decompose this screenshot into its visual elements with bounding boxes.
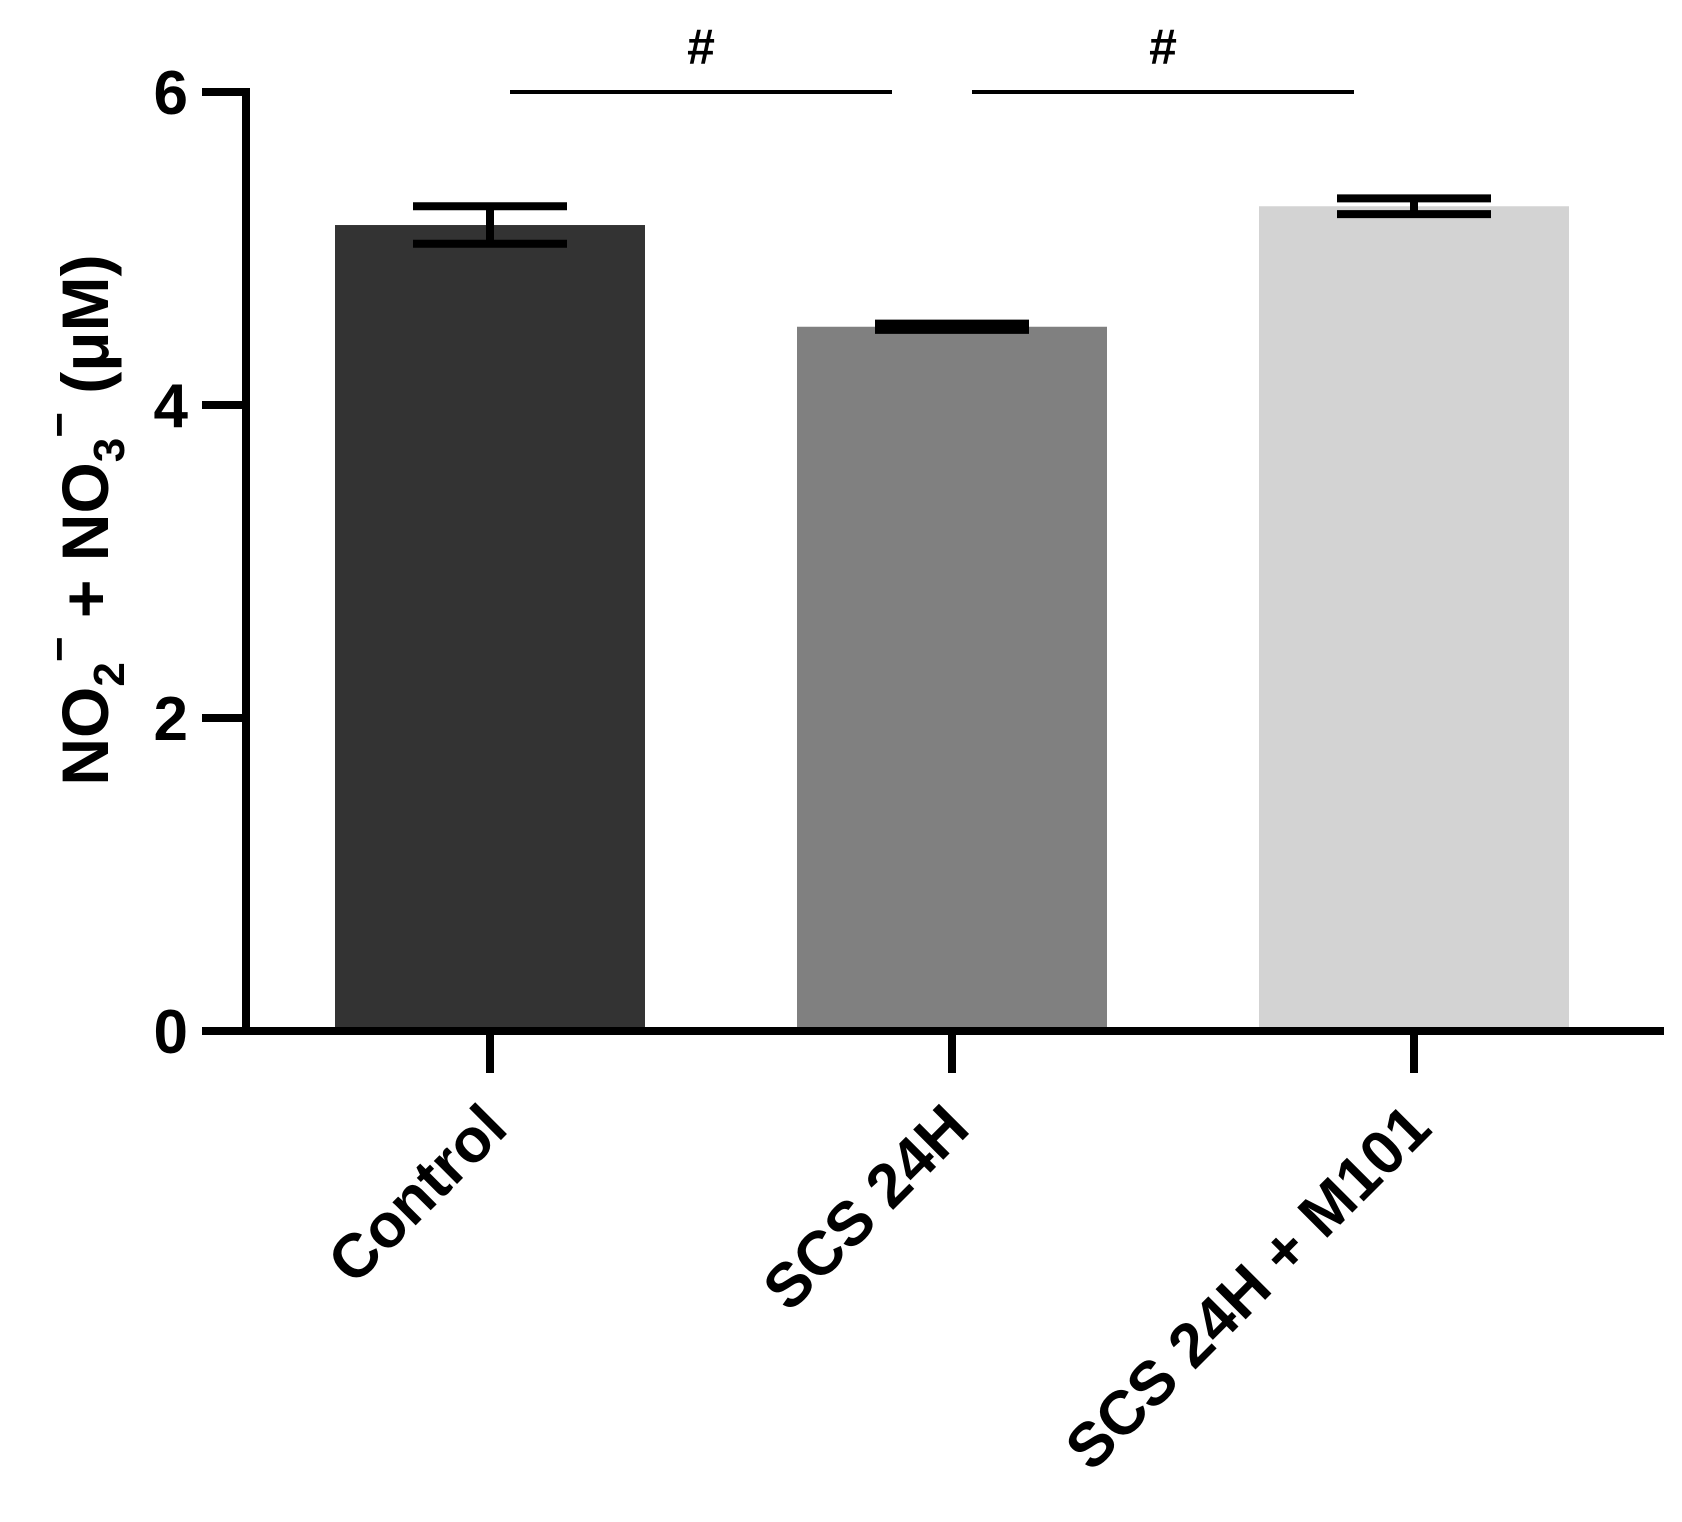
y-tick-label: 6: [154, 59, 188, 128]
y-axis-title-sub1: 2: [85, 662, 134, 686]
significance-layer: # #: [510, 19, 1354, 94]
significance-bracket-0: #: [510, 19, 892, 94]
x-ticks-layer: Control SCS 24H SCS 24H + M101: [315, 1031, 1444, 1483]
x-tick-label: SCS 24H: [750, 1092, 982, 1324]
y-tick-label: 2: [154, 685, 188, 754]
x-tick-label: SCS 24H + M101: [1053, 1092, 1444, 1483]
error-bar-1: [875, 319, 1029, 334]
error-bars-layer: [413, 194, 1491, 334]
y-tick-label: 4: [154, 372, 189, 441]
bar-1: [797, 326, 1107, 1031]
error-bar-0: [413, 202, 567, 248]
y-tick-label: 0: [154, 998, 188, 1067]
y-axis-title-sup2: −: [35, 412, 84, 438]
error-bar-2: [1337, 194, 1491, 219]
y-axis-title-sup1: −: [35, 636, 84, 662]
significance-label: #: [1149, 19, 1177, 75]
axes-layer: [202, 88, 1664, 1035]
y-axis-title: NO2− + NO3− (μM): [35, 254, 134, 785]
x-tick-label: Control: [315, 1092, 520, 1297]
bar-2: [1259, 206, 1569, 1031]
bars-layer: [335, 206, 1569, 1031]
bar-0: [335, 225, 645, 1031]
y-axis-title-part3: (μM): [48, 254, 122, 412]
y-axis-title-part2: + NO: [48, 462, 122, 636]
y-axis-title-part1: NO: [48, 687, 122, 786]
significance-label: #: [687, 19, 715, 75]
y-axis-title-sub2: 3: [85, 438, 134, 462]
significance-bracket-1: #: [972, 19, 1354, 94]
y-ticks-layer: 0 2 4 6: [154, 59, 246, 1067]
